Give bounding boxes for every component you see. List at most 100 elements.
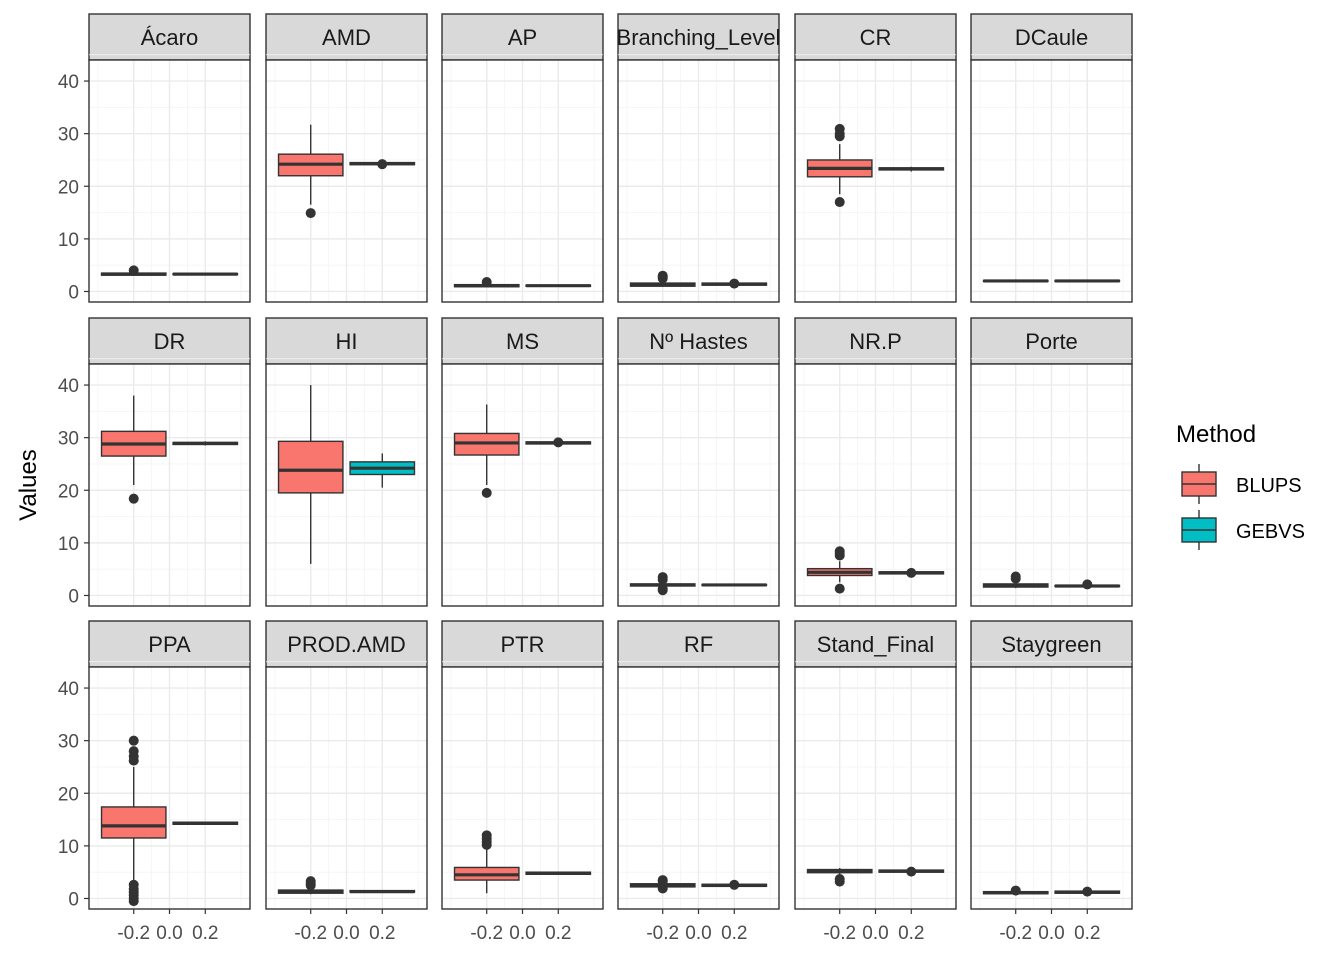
facet-0: Ácaro 0 10 20 30 40 (58, 13, 251, 303)
facet-strip (970, 317, 1133, 365)
box-body (100, 806, 167, 839)
box-blups (982, 571, 1049, 589)
box-blups (277, 124, 344, 219)
legend-label-gebvs: GEBVS (1236, 521, 1305, 543)
box-blups (806, 123, 873, 208)
facet-strip (794, 620, 957, 668)
outlier-point (657, 875, 668, 886)
x-tick-label: -0.2 (294, 923, 327, 944)
x-tick-label: 0.2 (369, 923, 395, 944)
facet-7: HI (265, 317, 428, 607)
facet-strip-label: Stand_Final (817, 632, 934, 657)
facet-1: AMD (265, 13, 428, 303)
facet-strip (265, 317, 428, 365)
y-tick-label: 20 (58, 481, 79, 502)
y-tick-label: 0 (68, 282, 79, 303)
outlier-point (305, 208, 316, 219)
facet-strip-label: Nº Hastes (649, 329, 748, 354)
x-tick-label: 0.2 (721, 923, 747, 944)
facet-5: DCaule (970, 13, 1133, 303)
facet-10: NR.P (794, 317, 957, 607)
facet-strip-label: AMD (322, 25, 371, 50)
facet-strip (617, 13, 780, 61)
outlier-point (657, 883, 668, 894)
outlier-point (481, 277, 492, 288)
facet-4: CR (794, 13, 957, 303)
x-tick-label: 0.0 (1038, 923, 1064, 944)
facet-strip-label: CR (860, 25, 892, 50)
box-gebvs (701, 278, 768, 289)
box-gebvs (172, 441, 239, 446)
y-tick-label: 0 (68, 586, 79, 607)
facet-strip-label: NR.P (849, 329, 902, 354)
box-gebvs (701, 583, 768, 587)
outlier-point (657, 572, 668, 583)
facet-panel-border (794, 59, 957, 303)
outlier-point (128, 493, 139, 504)
box-gebvs (525, 871, 592, 875)
y-tick-label: 30 (58, 125, 79, 146)
box-blups (629, 572, 696, 596)
outlier-point (1082, 579, 1093, 590)
facet-panel-border (441, 59, 604, 303)
facet-strip (617, 620, 780, 668)
box-gebvs (172, 821, 239, 826)
facet-strip-label: Porte (1025, 329, 1078, 354)
box-blups (277, 385, 344, 564)
facet-8: MS (441, 317, 604, 607)
y-tick-label: 0 (68, 889, 79, 910)
facet-panel-border (265, 363, 428, 607)
facet-strip (970, 620, 1133, 668)
facet-strip-label: Staygreen (1001, 632, 1101, 657)
facet-panel-border (970, 59, 1133, 303)
box-gebvs (525, 284, 592, 288)
outlier-point (128, 746, 139, 757)
outlier-point (906, 567, 917, 578)
facet-panel-border (794, 363, 957, 607)
outlier-point (128, 735, 139, 746)
facet-panel-border (88, 363, 251, 607)
y-tick-label: 30 (58, 429, 79, 450)
facet-9: Nº Hastes (617, 317, 780, 607)
box-blups (982, 279, 1049, 283)
facet-strip-label: PPA (148, 632, 191, 657)
facet-panel-border (441, 363, 604, 607)
facet-strip-label: DCaule (1015, 25, 1088, 50)
x-tick-label: 0.2 (192, 923, 218, 944)
facet-strip-label: DR (154, 329, 186, 354)
box-blups (453, 830, 520, 894)
facet-strip-label: PROD.AMD (287, 632, 406, 657)
facet-panel-border (617, 363, 780, 607)
x-tick-label: 0.0 (685, 923, 711, 944)
box-gebvs (878, 567, 945, 578)
legend-key-blups: BLUPS (1181, 464, 1302, 504)
outlier-point (729, 278, 740, 289)
x-tick-label: -0.2 (999, 923, 1032, 944)
facet-11: Porte (970, 317, 1133, 607)
facet-panel-border (88, 59, 251, 303)
y-axis-title: Values (15, 449, 42, 521)
facet-strip (88, 13, 251, 61)
facet-16: Stand_Final -0.2 0.0 0.2 (794, 620, 957, 944)
outlier-point (1082, 886, 1093, 897)
box-gebvs (525, 437, 592, 448)
box-gebvs (349, 889, 416, 894)
legend-title: Method (1176, 421, 1256, 448)
facet-strip (617, 317, 780, 365)
y-tick-label: 30 (58, 732, 79, 753)
box-blups (982, 885, 1049, 896)
y-tick-label: 10 (58, 230, 79, 251)
box-blups (277, 876, 344, 895)
facet-strip (441, 620, 604, 668)
facet-strip-label: MS (506, 329, 539, 354)
x-tick-label: 0.2 (545, 923, 571, 944)
box-blups (453, 404, 520, 498)
outlier-point (128, 879, 139, 890)
facet-strip (88, 620, 251, 668)
outlier-point (305, 876, 316, 887)
y-tick-label: 20 (58, 784, 79, 805)
y-tick-label: 10 (58, 534, 79, 555)
box-blups (806, 546, 873, 594)
facet-panel-border (970, 363, 1133, 607)
x-tick-label: 0.0 (862, 923, 888, 944)
